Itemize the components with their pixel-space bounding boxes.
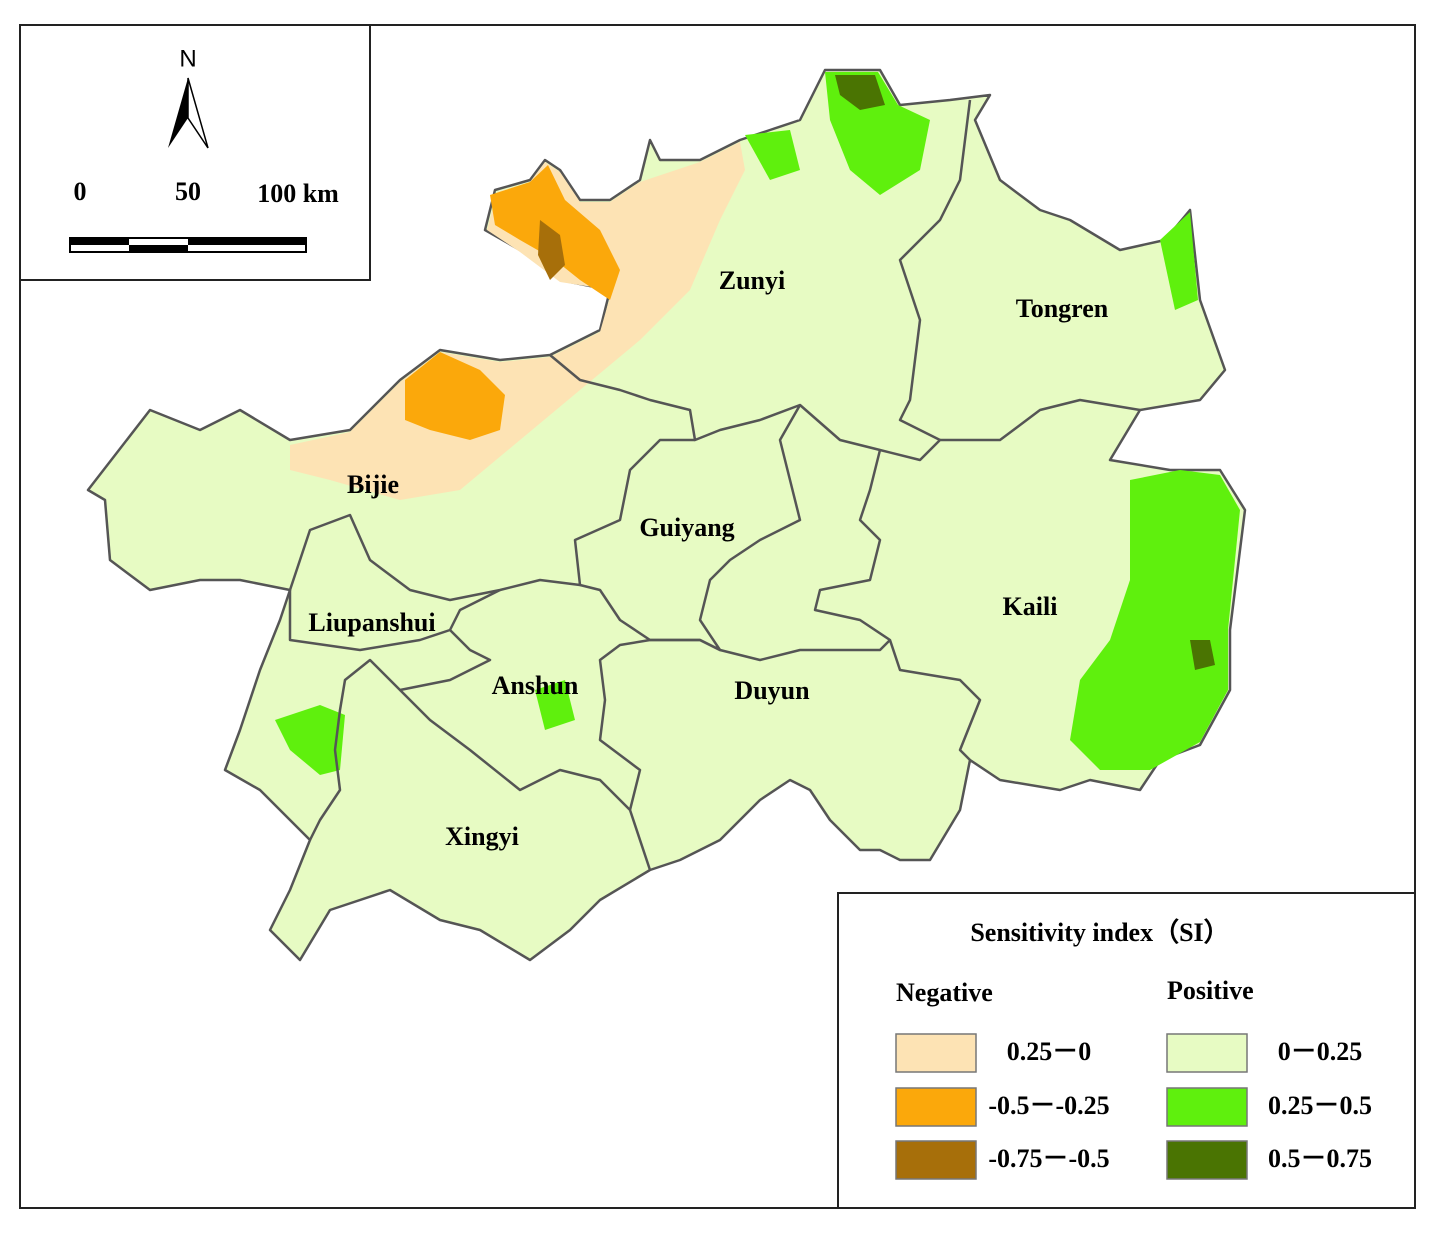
scale-label: 0 — [74, 177, 87, 206]
region-label: Xingyi — [445, 822, 519, 851]
north-arrow — [187, 77, 209, 149]
region-label: Guiyang — [639, 513, 734, 542]
si-patch — [745, 130, 800, 180]
region-label: Tongren — [1016, 294, 1109, 323]
legend-label: 0－0.25 — [1278, 1037, 1363, 1066]
legend-label: -0.5－-0.25 — [988, 1091, 1109, 1120]
legend-label: 0.5－0.75 — [1268, 1144, 1372, 1173]
si-patch — [1160, 212, 1198, 310]
region-label: Kaili — [1003, 592, 1058, 621]
province-outline — [86, 68, 1247, 962]
si-patch — [1070, 470, 1240, 770]
region-label: Bijie — [347, 470, 399, 499]
region-boundary — [288, 588, 501, 652]
north-label: N — [179, 45, 196, 72]
legend-group-title: Negative — [896, 978, 993, 1007]
si-patch — [290, 142, 745, 500]
region-label: Liupanshui — [308, 608, 435, 637]
legend-swatch — [1166, 1087, 1248, 1127]
north-arrow — [168, 78, 188, 148]
scale-bar — [188, 238, 306, 245]
region-label: Zunyi — [719, 266, 786, 295]
si-patch — [535, 680, 575, 730]
scale-label: 100 km — [257, 179, 339, 208]
region-label: Duyun — [734, 676, 810, 705]
si-patch — [538, 220, 565, 280]
legend-group-title: Positive — [1167, 976, 1254, 1005]
legend-swatch — [895, 1140, 977, 1180]
legend-label: 0.25－0 — [1007, 1037, 1092, 1066]
legend-label: 0.25－0.5 — [1268, 1091, 1372, 1120]
scale-label: 50 — [175, 177, 201, 206]
region-label: Anshun — [492, 671, 579, 700]
si-patch — [1190, 640, 1215, 670]
scale-bar — [129, 245, 188, 252]
region-boundary — [650, 638, 891, 662]
legend-swatch — [1166, 1140, 1248, 1180]
province — [86, 68, 1247, 962]
region-boundary — [598, 638, 651, 811]
region-boundary — [898, 99, 972, 442]
scale-bar — [70, 238, 129, 245]
legend-title: Sensitivity index（SI） — [970, 918, 1229, 947]
legend-label: -0.75－-0.5 — [988, 1144, 1109, 1173]
si-patch — [275, 705, 345, 775]
legend-swatch — [895, 1033, 977, 1073]
si-patch — [835, 75, 885, 110]
si-patch — [405, 352, 505, 440]
region-boundary — [288, 438, 695, 602]
region-boundary — [579, 404, 802, 652]
region-boundary — [399, 689, 652, 871]
region-boundary — [813, 449, 982, 761]
legend-swatch — [1166, 1033, 1248, 1073]
legend-swatch — [895, 1087, 977, 1127]
region-boundary — [308, 629, 492, 841]
